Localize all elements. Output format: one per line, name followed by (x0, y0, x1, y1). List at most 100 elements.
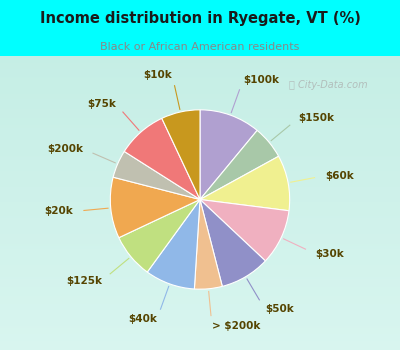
Wedge shape (162, 110, 200, 200)
Bar (0, 121, 400, 122)
Bar (0, 232, 400, 234)
Bar (0, 124, 400, 125)
Bar (0, 168, 400, 169)
Bar (0, 77, 400, 78)
Bar (0, 307, 400, 309)
Bar (0, 159, 400, 160)
Bar (0, 91, 400, 93)
Bar (0, 294, 400, 296)
Bar (0, 103, 400, 105)
Bar (0, 257, 400, 259)
Bar (0, 99, 400, 100)
Text: $50k: $50k (265, 304, 294, 314)
Bar (0, 287, 400, 288)
Bar (0, 216, 400, 218)
Bar (0, 329, 400, 331)
Text: $60k: $60k (325, 171, 354, 181)
Bar (0, 128, 400, 130)
Bar (0, 341, 400, 343)
Bar (0, 149, 400, 150)
Bar (0, 337, 400, 338)
Bar (0, 247, 400, 248)
Bar (0, 94, 400, 96)
Bar (0, 79, 400, 81)
Bar (0, 176, 400, 178)
Bar (0, 309, 400, 310)
Wedge shape (200, 199, 265, 286)
Bar (0, 197, 400, 198)
Bar (0, 313, 400, 315)
Bar (0, 222, 400, 224)
Bar (0, 141, 400, 143)
Bar (0, 163, 400, 165)
Bar (0, 122, 400, 124)
Wedge shape (119, 199, 200, 272)
Bar (0, 178, 400, 180)
Bar (0, 181, 400, 182)
Bar (0, 85, 400, 87)
Bar (0, 172, 400, 174)
Bar (0, 288, 400, 290)
Bar (0, 262, 400, 263)
Bar (0, 301, 400, 303)
Bar (0, 231, 400, 232)
Bar (0, 74, 400, 75)
Bar (0, 226, 400, 228)
Text: $20k: $20k (44, 206, 73, 217)
Bar (0, 304, 400, 306)
Bar (0, 93, 400, 94)
Bar (0, 291, 400, 293)
Bar (0, 135, 400, 137)
Wedge shape (200, 156, 290, 211)
Bar (0, 57, 400, 59)
Bar (0, 174, 400, 175)
Bar (0, 125, 400, 127)
Bar (0, 130, 400, 131)
Bar (0, 191, 400, 193)
Bar (0, 331, 400, 332)
Bar (0, 113, 400, 115)
Bar (0, 166, 400, 168)
Wedge shape (194, 199, 222, 289)
Bar (0, 296, 400, 297)
Bar (0, 274, 400, 275)
Bar (0, 310, 400, 312)
Bar (0, 312, 400, 313)
Bar (0, 327, 400, 328)
Bar (0, 285, 400, 287)
Bar (0, 59, 400, 61)
Bar (0, 65, 400, 66)
Bar (0, 204, 400, 206)
Bar (0, 240, 400, 241)
Bar (0, 194, 400, 196)
Bar (0, 299, 400, 300)
Bar (0, 293, 400, 294)
Bar (0, 71, 400, 72)
Bar (0, 209, 400, 210)
Bar (0, 269, 400, 271)
Bar (0, 75, 400, 77)
Bar (0, 134, 400, 135)
Bar (0, 219, 400, 220)
Bar (0, 246, 400, 247)
Bar (0, 202, 400, 203)
Bar (0, 306, 400, 307)
Bar (0, 250, 400, 252)
Bar (0, 230, 400, 231)
Wedge shape (124, 118, 200, 200)
Bar (0, 234, 400, 235)
Bar (0, 87, 400, 88)
Bar (0, 225, 400, 226)
Bar (0, 268, 400, 269)
Bar (0, 212, 400, 213)
Bar (0, 340, 400, 341)
Text: Income distribution in Ryegate, VT (%): Income distribution in Ryegate, VT (%) (40, 10, 360, 26)
Bar (0, 152, 400, 153)
Bar (0, 193, 400, 194)
Bar (0, 218, 400, 219)
Bar (0, 220, 400, 222)
Text: > $200k: > $200k (212, 321, 260, 331)
Bar (0, 72, 400, 74)
Bar (0, 290, 400, 291)
Text: $10k: $10k (144, 70, 172, 80)
